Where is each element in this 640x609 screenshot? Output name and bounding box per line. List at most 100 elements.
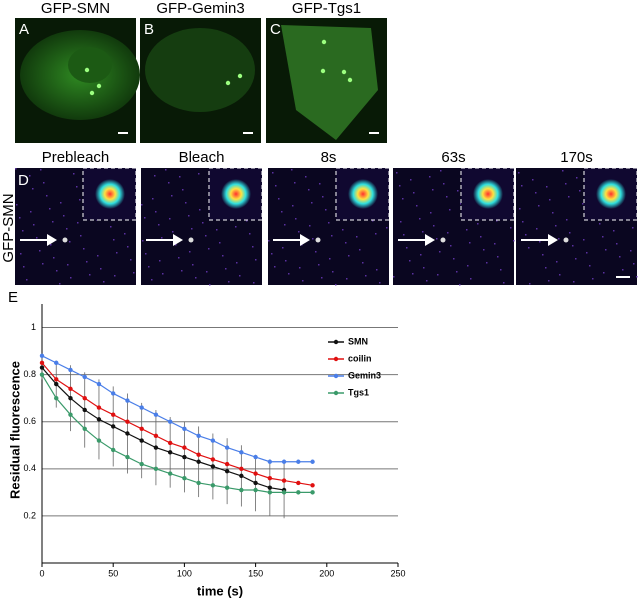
point [210,464,216,469]
noise [558,238,560,240]
spot [237,73,243,79]
point [82,374,87,380]
noise [222,255,224,257]
noise [83,248,85,250]
point [310,483,315,488]
point [39,353,45,358]
noise [375,233,377,235]
noise [158,224,160,226]
point [139,426,144,431]
noise [569,232,571,234]
point [167,450,173,455]
spot [225,80,231,86]
noise [576,177,578,179]
noise [396,172,398,174]
noise [619,256,621,258]
noise [422,231,424,233]
inset-spot [473,179,503,209]
noise [429,176,431,178]
point [82,395,87,401]
noise [494,243,496,245]
noise [477,223,479,225]
point [196,480,201,486]
noise [592,278,594,280]
noise [185,202,187,204]
x-tick-label: 50 [108,568,118,578]
noise [308,189,310,191]
noise [32,188,34,190]
legend-label: Gemin3 [348,370,381,380]
point [68,367,73,373]
point [153,466,159,472]
inset-spot [221,179,251,209]
point [111,447,116,453]
noise [298,231,300,233]
noise [555,225,557,227]
point [153,445,159,450]
noise [566,219,568,221]
noise [285,260,287,262]
noise [311,202,313,204]
row-label: GFP-SMN [0,193,17,262]
spot [347,77,353,83]
noise [89,274,91,276]
point [139,405,144,410]
point [239,450,244,455]
noise [255,259,257,261]
noise [437,274,439,276]
noise [145,253,147,255]
legend-dot [333,390,339,396]
legend-dot [333,356,339,362]
noise [348,255,350,257]
noise [412,273,414,275]
noise [291,169,293,171]
point [210,457,216,462]
body [62,237,68,243]
noise [127,246,129,248]
noise [69,241,71,243]
legend-label: Tgs1 [348,387,369,397]
panel-label: GFP-Tgs1 [292,0,361,17]
noise [518,172,520,174]
point [111,412,116,417]
noise [450,245,452,247]
noise [622,269,624,271]
noise [386,227,388,229]
noise [206,271,208,273]
noise [299,267,301,269]
noise [572,245,574,247]
noise [325,209,327,211]
series-line [41,362,313,486]
point [253,480,258,486]
noise [249,233,251,235]
noise [268,240,270,242]
point [196,433,201,439]
noise [538,205,540,207]
noise [141,204,143,206]
panel-letter: A [19,21,29,38]
noise [331,235,333,237]
noise [246,220,248,222]
noise [133,272,135,274]
noise [552,212,554,214]
x-tick-label: 150 [248,568,263,578]
noise [294,182,296,184]
noise [416,205,418,207]
noise [613,230,615,232]
noise [423,267,425,269]
noise [510,227,512,229]
point [39,365,45,370]
noise [630,250,632,252]
noise [605,249,607,251]
arrow-head [548,234,558,246]
noise [549,199,551,201]
noise [399,185,401,187]
cell [145,28,255,112]
panel-letter: E [8,289,18,306]
noise [309,225,311,227]
noise [315,251,317,253]
noise [372,220,374,222]
noise [500,269,502,271]
noise [36,237,38,239]
